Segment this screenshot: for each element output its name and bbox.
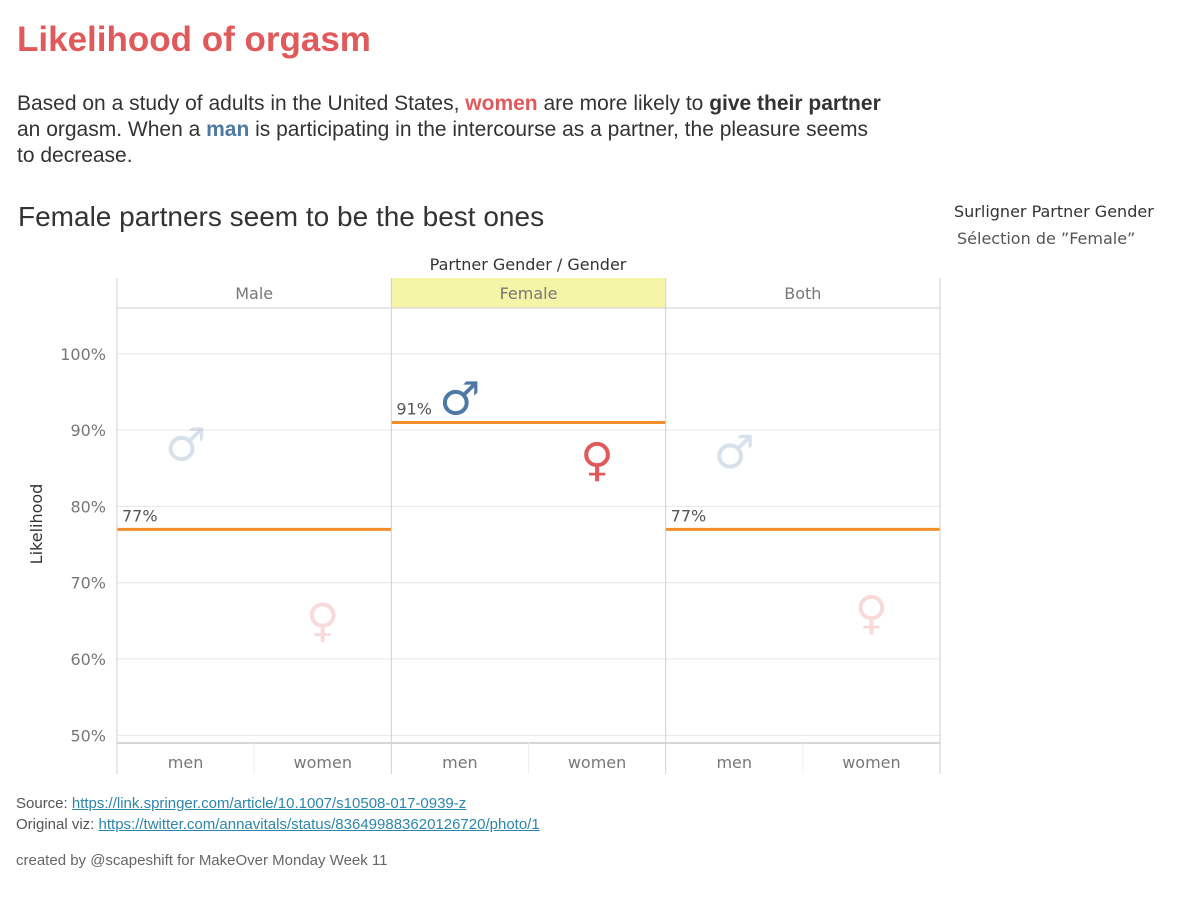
female-symbol-icon: ♀: [855, 585, 889, 639]
source-label: Source:: [16, 795, 72, 812]
source-link[interactable]: https://link.springer.com/article/10.100…: [71, 795, 467, 812]
panel-header-label: Male: [235, 284, 273, 303]
y-tick-label: 60%: [70, 650, 106, 669]
original-label: Original viz:: [16, 816, 99, 833]
panel-header-label: Female: [500, 284, 558, 303]
intro-bold: give their partner: [709, 92, 881, 115]
female-symbol-icon: ♀: [306, 593, 340, 647]
category-label: men: [716, 753, 752, 772]
plot-area: 50% 60% 70% 80% 90% 100% Male 77% ♂ men ♀ women Fema…: [60, 278, 941, 774]
panel-header-bg: [117, 278, 392, 308]
chart-subtitle: Female partners seem to be the best ones: [18, 201, 545, 232]
original-viz-line: Original viz: https://twitter.com/annavi…: [16, 816, 540, 833]
y-tick-label: 70%: [70, 574, 106, 593]
intro-part-1: Based on a study of adults in the United…: [17, 92, 466, 115]
intro-part-2: are more likely to: [537, 92, 710, 115]
original-link[interactable]: https://twitter.com/annavitals/status/83…: [98, 816, 540, 833]
category-label: women: [294, 753, 352, 772]
category-label: women: [568, 753, 626, 772]
header-title: Partner Gender / Gender: [430, 255, 627, 274]
intro-women: women: [465, 92, 538, 115]
male-symbol-icon: ♂: [714, 425, 755, 479]
category-label: women: [842, 753, 900, 772]
credit-text: created by @scapeshift for MakeOver Mond…: [16, 852, 388, 869]
intro-part-4: is participating in the intercourse as a…: [17, 118, 868, 167]
y-tick-label: 80%: [70, 497, 106, 516]
highlight-legend[interactable]: Surligner Partner Gender Sélection de ”F…: [954, 202, 1154, 248]
intro-man: man: [206, 118, 250, 141]
source-line: Source: https://link.springer.com/articl…: [16, 795, 466, 812]
y-tick-label: 100%: [60, 345, 106, 364]
panel-header-label: Both: [784, 284, 821, 303]
intro-part-3: an orgasm. When a: [17, 118, 207, 141]
reference-label: 77%: [122, 506, 158, 525]
intro-text: Based on a study of adults in the United…: [17, 91, 887, 169]
y-axis-label: Likelihood: [27, 484, 46, 565]
page-title: Likelihood of orgasm: [17, 20, 371, 59]
male-symbol-icon: ♂: [439, 372, 480, 426]
y-tick-label: 50%: [70, 726, 106, 745]
y-tick-label: 90%: [70, 421, 106, 440]
male-symbol-icon: ♂: [165, 417, 206, 471]
female-symbol-icon: ♀: [580, 433, 614, 487]
legend-title: Surligner Partner Gender: [954, 202, 1154, 221]
panel-header-bg: [391, 278, 666, 308]
panel-header-bg: [665, 278, 940, 308]
reference-label: 77%: [671, 506, 707, 525]
category-label: men: [442, 753, 478, 772]
category-label: men: [168, 753, 204, 772]
reference-label: 91%: [396, 399, 432, 418]
legend-selection[interactable]: Sélection de ”Female”: [957, 229, 1136, 248]
